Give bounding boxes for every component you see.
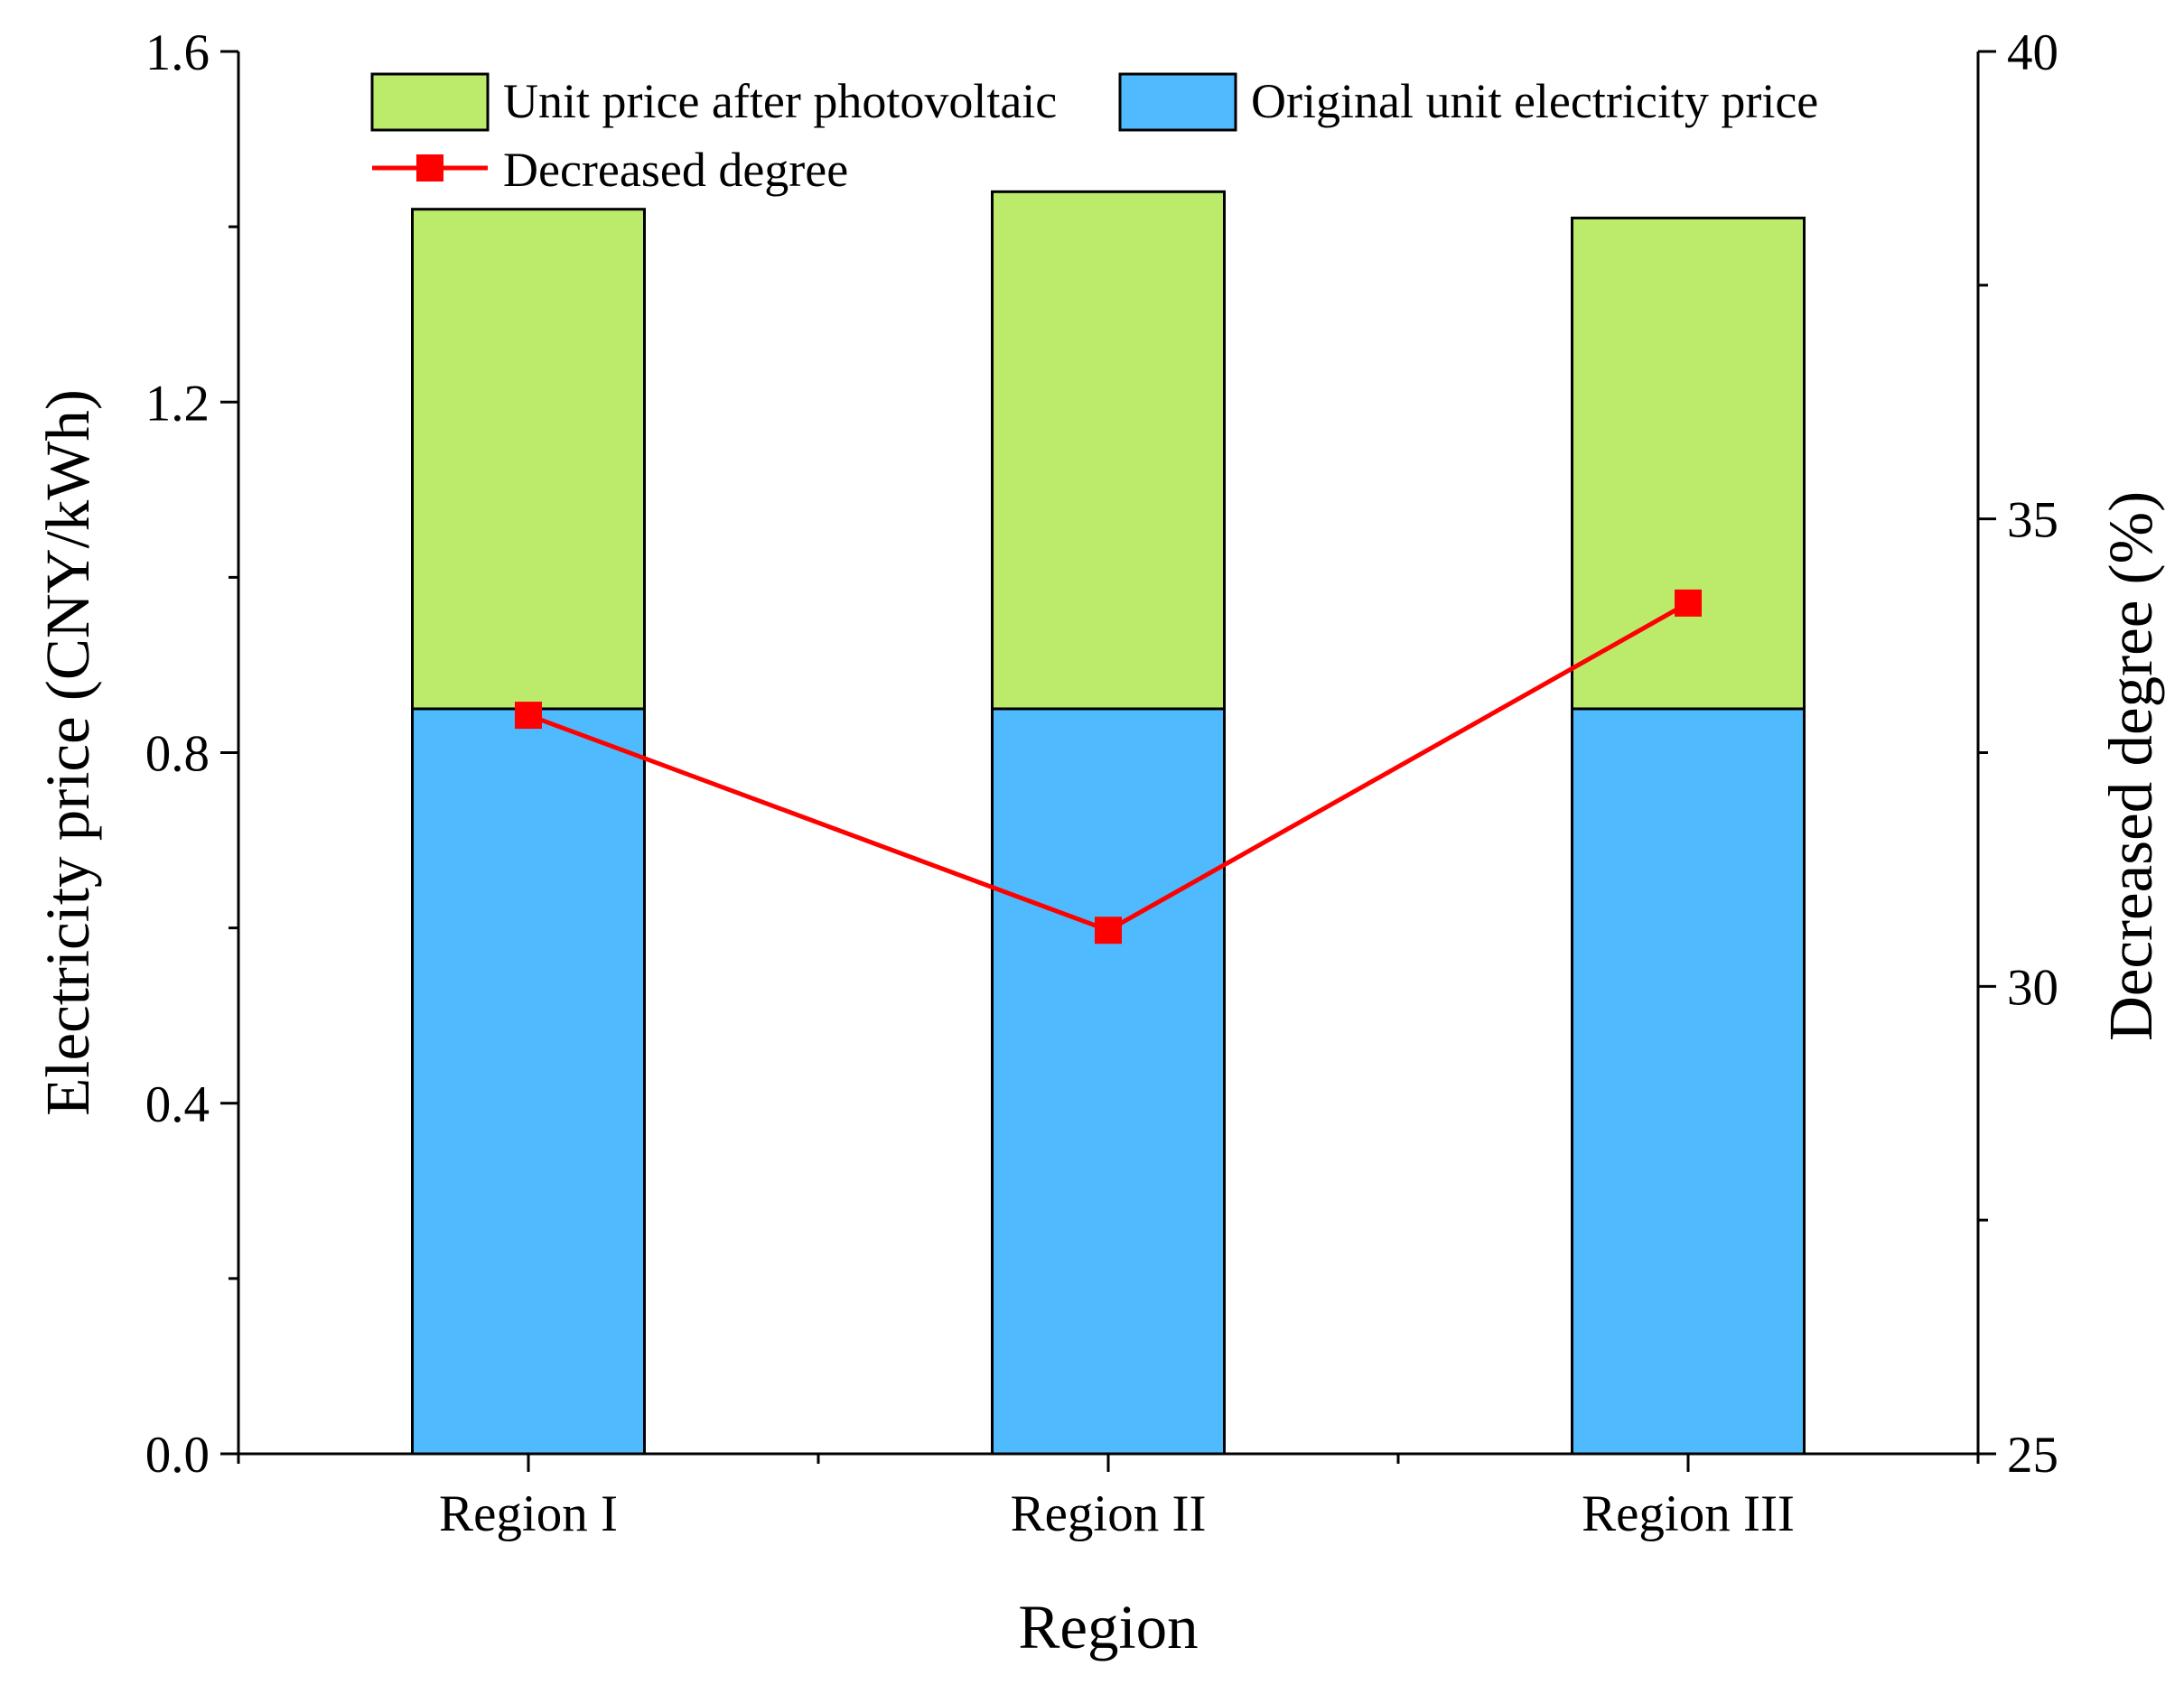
bar-original-unit-electricity-price-2 — [991, 707, 1226, 1456]
y2-tick-label: 40 — [2007, 24, 2058, 81]
bar-original-unit-electricity-price-3 — [1571, 707, 1806, 1456]
legend-item-original-unit-electricity-price: Original unit electricity price — [1118, 72, 1818, 132]
legend-marker — [416, 154, 443, 182]
x-tick-label: Region III — [1582, 1485, 1795, 1542]
legend-label: Unit price after photovoltaic — [503, 74, 1057, 128]
legend-label: Original unit electricity price — [1251, 74, 1818, 128]
bar-original-unit-electricity-price-1 — [411, 707, 646, 1456]
y2-tick-label: 25 — [2007, 1427, 2058, 1484]
legend-label: Decreased degree — [503, 143, 848, 197]
y-tick-label: 1.2 — [145, 375, 210, 432]
x-tick-label: Region II — [1011, 1485, 1207, 1542]
legend-swatch — [370, 72, 490, 132]
legend: Unit price after photovoltaic Original un… — [370, 72, 1818, 197]
legend-item-unit-price-after-photovoltaic: Unit price after photovoltaic — [370, 72, 1057, 132]
legend-item-decreased-degree: Decreased degree — [372, 143, 848, 197]
y-tick-label: 0.0 — [145, 1427, 210, 1484]
y2-tick-label: 35 — [2007, 492, 2058, 549]
y-tick-label: 0.8 — [145, 726, 210, 783]
y-tick-label: 1.6 — [145, 24, 210, 81]
y-tick-label: 0.4 — [145, 1076, 210, 1133]
y2-tick-label: 30 — [2007, 959, 2058, 1016]
legend-swatch — [1118, 72, 1237, 132]
y2-axis-title: Decreased degree (%) — [2096, 491, 2165, 1041]
x-tick-label: Region I — [439, 1485, 618, 1542]
bars-layer — [411, 190, 1806, 1456]
line-layer — [515, 589, 1702, 945]
marker-decreased-degree-3 — [1675, 589, 1702, 617]
axes-layer: 0.0 0.4 0.8 1.2 1.6 25 30 35 40 Region I Region II… — [145, 24, 2058, 1542]
bar-unit-price-after-photovoltaic-1 — [411, 208, 646, 711]
y-axis-title: Electricity price (CNY/kWh) — [33, 389, 102, 1116]
marker-decreased-degree-2 — [1095, 917, 1122, 945]
bar-unit-price-after-photovoltaic-2 — [991, 190, 1226, 711]
x-axis-title: Region — [1018, 1593, 1198, 1661]
bar-unit-price-after-photovoltaic-3 — [1571, 216, 1806, 711]
marker-decreased-degree-1 — [515, 702, 542, 730]
